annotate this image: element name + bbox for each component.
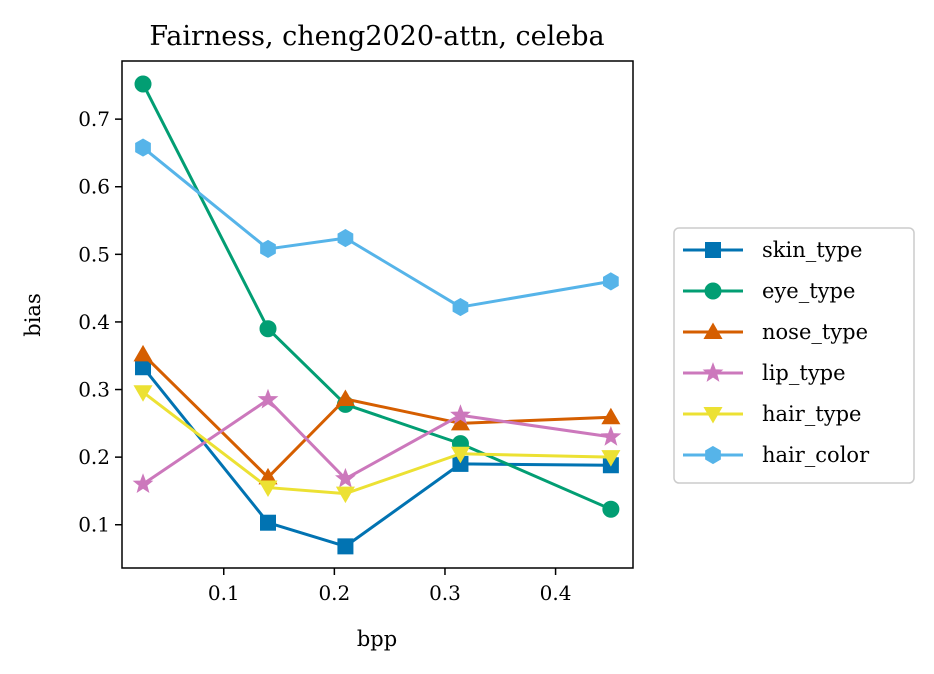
- data-point: [259, 320, 277, 338]
- legend-label: nose_type: [762, 320, 868, 344]
- data-point: [260, 239, 276, 259]
- x-tick-label: 0.2: [318, 581, 350, 605]
- legend-label: lip_type: [762, 361, 846, 385]
- legend-marker: [705, 242, 721, 258]
- data-point: [258, 480, 278, 498]
- data-point: [601, 450, 621, 467]
- y-tick-label: 0.5: [78, 242, 110, 266]
- legend-marker: [702, 362, 724, 382]
- legend-label: hair_color: [762, 443, 870, 467]
- legend-label: eye_type: [762, 279, 855, 303]
- legend-item: hair_color: [683, 443, 870, 467]
- x-tick-label: 0.3: [429, 581, 461, 605]
- y-tick-label: 0.1: [78, 513, 110, 537]
- data-point: [257, 388, 279, 409]
- y-tick-label: 0.3: [78, 378, 110, 402]
- legend-item: lip_type: [683, 361, 846, 385]
- y-tick-label: 0.6: [78, 175, 110, 199]
- data-point: [600, 425, 622, 446]
- data-point: [601, 407, 621, 425]
- series-hair_color: [135, 138, 619, 317]
- legend-item: eye_type: [683, 279, 855, 303]
- chart-title: Fairness, cheng2020-attn, celeba: [149, 21, 604, 52]
- data-point: [337, 538, 354, 555]
- x-tick-label: 0.1: [208, 581, 240, 605]
- y-axis: 0.1 0.2 0.3 0.4 0.5 0.6 0.7: [78, 107, 122, 537]
- data-point: [450, 446, 470, 464]
- data-point: [337, 229, 354, 248]
- data-point: [335, 389, 355, 406]
- data-point: [135, 138, 151, 157]
- legend-marker: [703, 407, 723, 424]
- data-point: [132, 473, 154, 494]
- data-point: [335, 486, 355, 504]
- legend-marker: [705, 445, 721, 465]
- series-line: [142, 146, 612, 309]
- series-line: [142, 398, 612, 486]
- data-point: [603, 272, 619, 291]
- plot-area: [132, 75, 622, 555]
- y-tick-label: 0.7: [78, 107, 110, 131]
- data-point: [133, 344, 153, 362]
- legend-marker: [703, 322, 723, 339]
- data-point: [335, 467, 356, 488]
- legend-item: hair_type: [683, 402, 861, 426]
- data-point: [452, 297, 469, 317]
- legend: skin_type eye_type nose_type lip_type hair_t…: [673, 227, 915, 484]
- legend-label: skin_type: [762, 238, 862, 262]
- legend-label: hair_type: [762, 402, 861, 426]
- y-tick-label: 0.2: [78, 445, 110, 469]
- x-axis: 0.1 0.2 0.3 0.4: [208, 568, 572, 605]
- legend-item: skin_type: [683, 238, 862, 262]
- data-point: [135, 359, 152, 376]
- series-eye_type: [134, 75, 620, 518]
- legend-marker: [704, 282, 722, 300]
- legend-item: nose_type: [683, 320, 868, 344]
- axes-frame: [121, 60, 634, 569]
- series-lip_type: [132, 388, 622, 494]
- x-tick-label: 0.4: [540, 581, 572, 605]
- x-axis-label: bpp: [357, 627, 397, 651]
- y-axis-label: bias: [21, 293, 45, 336]
- data-point: [260, 514, 276, 531]
- series-hair_type: [133, 385, 621, 504]
- data-point: [134, 75, 152, 93]
- y-tick-label: 0.4: [78, 310, 110, 334]
- data-point: [133, 385, 153, 402]
- data-point: [450, 404, 471, 425]
- data-point: [602, 500, 620, 518]
